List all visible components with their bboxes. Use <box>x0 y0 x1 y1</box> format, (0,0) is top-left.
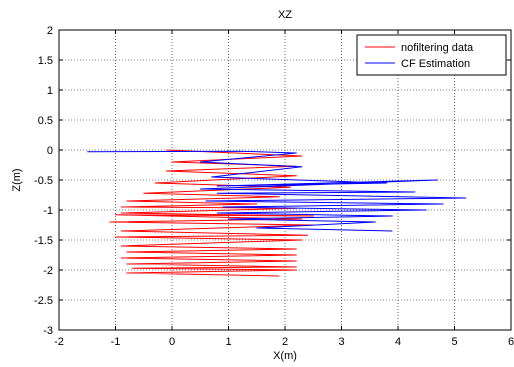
x-axis-title: X(m) <box>273 350 297 362</box>
legend-label-cf-estimation: CF Estimation <box>401 58 470 70</box>
x-tick-label: -2 <box>54 336 64 348</box>
y-tick-label: -0.5 <box>34 175 53 187</box>
legend: nofiltering data CF Estimation <box>356 34 507 76</box>
x-tick-label: 3 <box>338 336 344 348</box>
series-line-1 <box>87 150 467 232</box>
x-tick-label: 0 <box>169 336 175 348</box>
y-tick-label: 0 <box>47 145 53 157</box>
x-tick-label: 1 <box>225 336 231 348</box>
y-axis-title: Z(m) <box>11 168 23 191</box>
x-tick-label: 2 <box>282 336 288 348</box>
y-tick-label: 1.5 <box>38 55 53 67</box>
y-tick-label: -3 <box>43 325 53 337</box>
y-tick-label: -1 <box>43 205 53 217</box>
series-layer <box>87 149 467 277</box>
legend-box <box>356 34 507 76</box>
y-tick-label: 2 <box>47 25 53 37</box>
legend-label-nofiltering: nofiltering data <box>401 42 474 54</box>
chart-title: XZ <box>278 9 292 21</box>
x-tick-label: 4 <box>395 336 401 348</box>
y-tick-label: -2 <box>43 265 53 277</box>
y-tick-label: -1.5 <box>34 235 53 247</box>
x-tick-label: 6 <box>508 336 514 348</box>
tick-layer: -2 -1 0 1 2 3 4 5 6 -3 -2.5 -2 -1.5 -1 -0.5 0 0.5 1 1.5 2 <box>34 25 514 348</box>
y-tick-label: 0.5 <box>38 115 53 127</box>
x-tick-label: -1 <box>111 336 121 348</box>
y-tick-label: -2.5 <box>34 295 53 307</box>
y-tick-label: 1 <box>47 85 53 97</box>
series-line-0 <box>109 149 314 277</box>
x-tick-label: 5 <box>451 336 457 348</box>
